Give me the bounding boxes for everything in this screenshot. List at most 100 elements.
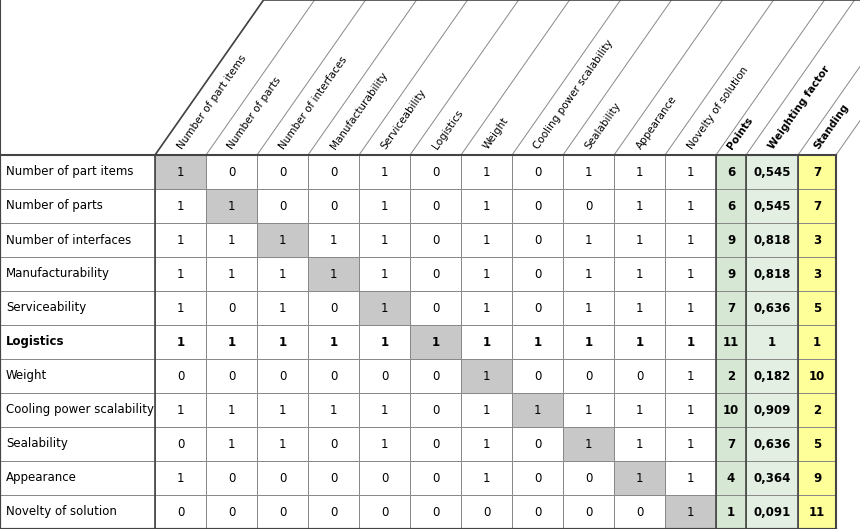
Bar — [746, 393, 798, 427]
Bar — [614, 189, 665, 223]
Bar — [206, 257, 257, 291]
Bar — [257, 223, 308, 257]
Text: 0: 0 — [381, 369, 388, 382]
Text: 1: 1 — [687, 199, 694, 213]
Bar — [716, 359, 746, 393]
Bar — [746, 291, 798, 325]
Text: 0: 0 — [585, 471, 593, 485]
Bar — [563, 393, 614, 427]
Text: 0,636: 0,636 — [753, 437, 790, 451]
Text: Appearance: Appearance — [6, 471, 77, 485]
Bar — [461, 325, 512, 359]
Text: 1: 1 — [177, 268, 184, 280]
Bar — [512, 189, 563, 223]
Bar — [614, 257, 665, 291]
Text: Serviceability: Serviceability — [379, 87, 428, 151]
Text: Appearance: Appearance — [635, 94, 679, 151]
Text: 1: 1 — [687, 166, 694, 178]
Text: 0,091: 0,091 — [753, 506, 790, 518]
Bar — [257, 495, 308, 529]
Text: 1: 1 — [636, 199, 643, 213]
Text: 1: 1 — [482, 335, 490, 349]
Text: 1: 1 — [177, 471, 184, 485]
Text: 1: 1 — [279, 302, 286, 315]
Text: Number of interfaces: Number of interfaces — [6, 233, 132, 247]
Bar — [308, 223, 359, 257]
Bar — [410, 393, 461, 427]
Text: Standing: Standing — [812, 102, 851, 151]
Text: 7: 7 — [727, 437, 735, 451]
Bar — [716, 291, 746, 325]
Bar — [746, 155, 798, 189]
Text: 5: 5 — [813, 302, 821, 315]
Bar — [614, 393, 665, 427]
Text: 1: 1 — [177, 404, 184, 416]
Text: 1: 1 — [636, 335, 643, 349]
Bar — [0, 155, 155, 189]
Bar — [798, 427, 836, 461]
Text: 1: 1 — [687, 437, 694, 451]
Text: 1: 1 — [177, 302, 184, 315]
Bar — [359, 325, 410, 359]
Text: 0: 0 — [432, 199, 439, 213]
Text: 1: 1 — [329, 233, 337, 247]
Text: Weight: Weight — [482, 115, 510, 151]
Bar — [563, 223, 614, 257]
Text: 1: 1 — [636, 302, 643, 315]
Bar — [410, 461, 461, 495]
Bar — [614, 223, 665, 257]
Text: 1: 1 — [228, 199, 236, 213]
Bar — [665, 223, 716, 257]
Text: 1: 1 — [768, 335, 776, 349]
Text: 0: 0 — [534, 506, 541, 518]
Text: 0: 0 — [330, 506, 337, 518]
Bar — [563, 427, 614, 461]
Text: 1: 1 — [228, 404, 236, 416]
Bar — [257, 291, 308, 325]
Text: Weighting factor: Weighting factor — [767, 64, 832, 151]
Bar — [0, 223, 155, 257]
Text: Points: Points — [726, 115, 755, 151]
Text: Number of parts: Number of parts — [6, 199, 103, 213]
Text: 6: 6 — [727, 199, 735, 213]
Text: 0: 0 — [482, 506, 490, 518]
Bar — [308, 325, 359, 359]
Bar — [746, 189, 798, 223]
Bar — [746, 257, 798, 291]
Bar — [257, 393, 308, 427]
Bar — [206, 155, 257, 189]
Bar — [0, 325, 155, 359]
Bar — [359, 189, 410, 223]
Bar — [410, 359, 461, 393]
Bar — [0, 393, 155, 427]
Text: 1: 1 — [687, 302, 694, 315]
Text: Number of parts: Number of parts — [226, 75, 284, 151]
Bar — [461, 359, 512, 393]
Bar — [206, 427, 257, 461]
Text: 0: 0 — [432, 268, 439, 280]
Bar — [746, 223, 798, 257]
Bar — [798, 223, 836, 257]
Text: Number of part items: Number of part items — [6, 166, 133, 178]
Text: 2: 2 — [727, 369, 735, 382]
Bar — [614, 155, 665, 189]
Bar — [308, 495, 359, 529]
Bar — [308, 155, 359, 189]
Text: 0: 0 — [381, 506, 388, 518]
Text: 1: 1 — [329, 335, 338, 349]
Bar — [410, 189, 461, 223]
Text: 1: 1 — [482, 199, 490, 213]
Text: 7: 7 — [727, 302, 735, 315]
Bar — [206, 325, 257, 359]
Bar — [716, 257, 746, 291]
Text: 0: 0 — [228, 506, 235, 518]
Text: 10: 10 — [809, 369, 825, 382]
Bar — [512, 223, 563, 257]
Bar — [410, 427, 461, 461]
Text: 1: 1 — [482, 302, 490, 315]
Text: 0,818: 0,818 — [753, 233, 790, 247]
Bar — [155, 495, 206, 529]
Bar — [155, 189, 206, 223]
Bar — [206, 461, 257, 495]
Text: 1: 1 — [585, 437, 593, 451]
